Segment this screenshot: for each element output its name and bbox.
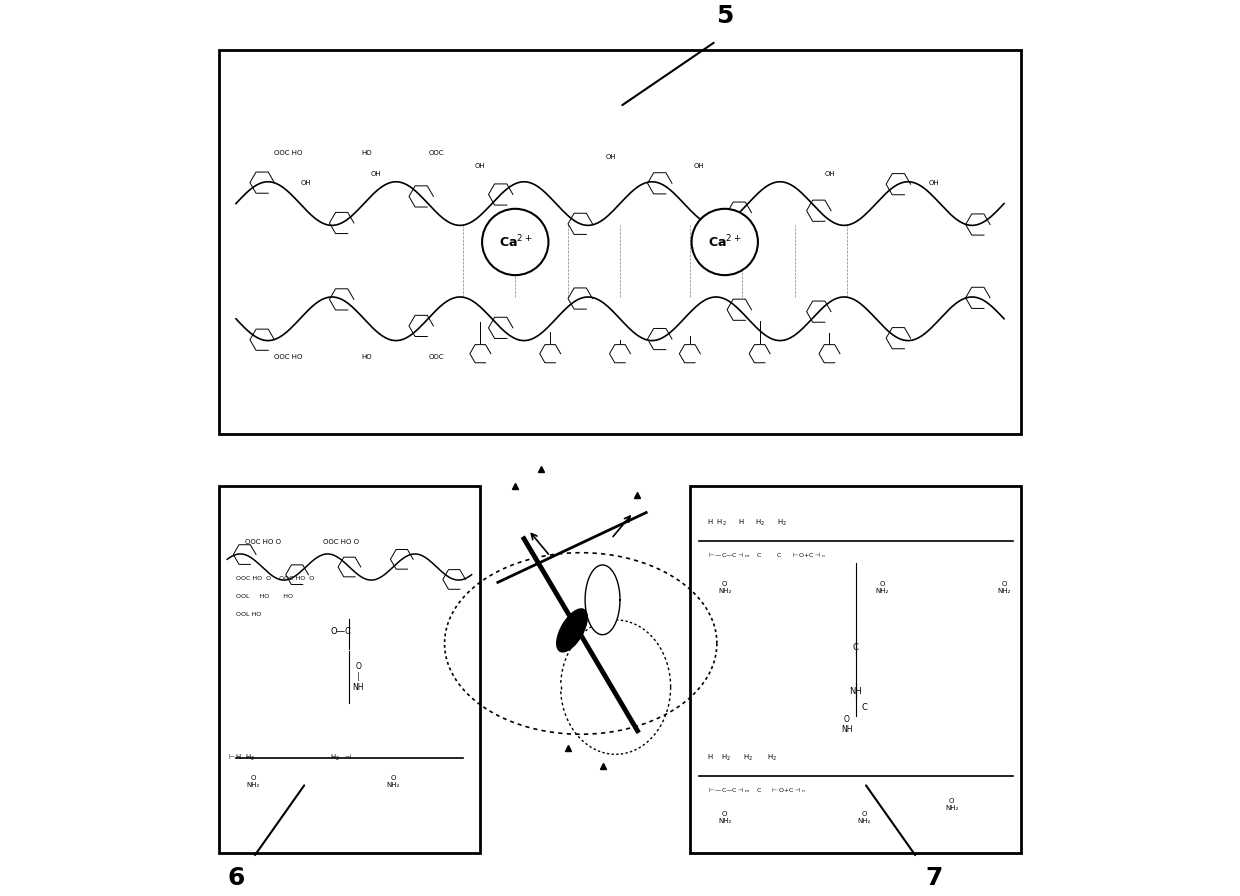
- Text: O
NH₂: O NH₂: [387, 775, 399, 788]
- Text: C: C: [862, 702, 867, 711]
- Text: OOC HO O: OOC HO O: [244, 539, 280, 545]
- Text: O
NH₂: O NH₂: [718, 811, 732, 824]
- Circle shape: [482, 209, 548, 275]
- Text: OOC: OOC: [429, 150, 444, 156]
- Text: O
NH₂: O NH₂: [945, 797, 959, 811]
- Text: OH: OH: [475, 163, 486, 168]
- Text: 6: 6: [227, 866, 244, 890]
- Text: O—C: O—C: [330, 627, 351, 636]
- Text: O
NH₂: O NH₂: [997, 581, 1011, 594]
- Text: $\vdash$—C—C$\dashv_m$    C     $\vdash$O+C$\dashv_n$: $\vdash$—C—C$\dashv_m$ C $\vdash$O+C$\da…: [707, 785, 806, 795]
- Text: OH: OH: [929, 180, 940, 186]
- Bar: [218, 50, 1022, 434]
- Text: OOL     HO       HO: OOL HO HO: [236, 594, 293, 599]
- Text: C: C: [853, 643, 858, 652]
- Text: H  H$_2$      H     H$_2$      H$_2$: H H$_2$ H H$_2$ H$_2$: [707, 518, 787, 529]
- Text: OH: OH: [606, 154, 616, 159]
- Text: OOC HO: OOC HO: [274, 150, 303, 156]
- Text: Ca$^{2+}$: Ca$^{2+}$: [498, 234, 532, 250]
- Text: OH: OH: [371, 171, 381, 177]
- Text: O
|
NH: O | NH: [352, 662, 363, 692]
- Text: H$_2$  $\dashv$: H$_2$ $\dashv$: [330, 753, 352, 762]
- Text: 7: 7: [925, 866, 942, 890]
- Text: OOC HO O: OOC HO O: [324, 539, 360, 545]
- Text: OOC HO  O    OOC HO  O: OOC HO O OOC HO O: [236, 575, 314, 581]
- Text: $\vdash$—C—C$\dashv_m$    C        C     $\vdash$O+C$\dashv_n$: $\vdash$—C—C$\dashv_m$ C C $\vdash$O+C$\…: [707, 550, 826, 560]
- Text: O
NH₂: O NH₂: [858, 811, 870, 824]
- Text: OOC: OOC: [429, 354, 444, 359]
- Text: O
NH: O NH: [841, 715, 853, 735]
- Bar: [218, 487, 480, 853]
- Text: HO: HO: [362, 354, 372, 359]
- Text: O
NH₂: O NH₂: [247, 775, 260, 788]
- Text: Ca$^{2+}$: Ca$^{2+}$: [708, 234, 742, 250]
- Bar: [689, 487, 1022, 853]
- Text: 5: 5: [715, 4, 733, 28]
- Ellipse shape: [557, 609, 588, 652]
- Text: O
NH₂: O NH₂: [875, 581, 889, 594]
- Text: NH: NH: [849, 687, 862, 696]
- Polygon shape: [585, 565, 620, 634]
- Text: HO: HO: [362, 150, 372, 156]
- Text: OH: OH: [825, 171, 835, 177]
- Text: OH: OH: [693, 163, 704, 168]
- Text: OOC HO: OOC HO: [274, 354, 303, 359]
- Text: OOL HO: OOL HO: [236, 612, 262, 617]
- Text: H    H$_2$      H$_2$       H$_2$: H H$_2$ H$_2$ H$_2$: [707, 753, 777, 762]
- Circle shape: [692, 209, 758, 275]
- Text: O
NH₂: O NH₂: [718, 581, 732, 594]
- Text: OH: OH: [300, 180, 311, 186]
- Text: $\vdash$H  H$_2$: $\vdash$H H$_2$: [227, 753, 255, 762]
